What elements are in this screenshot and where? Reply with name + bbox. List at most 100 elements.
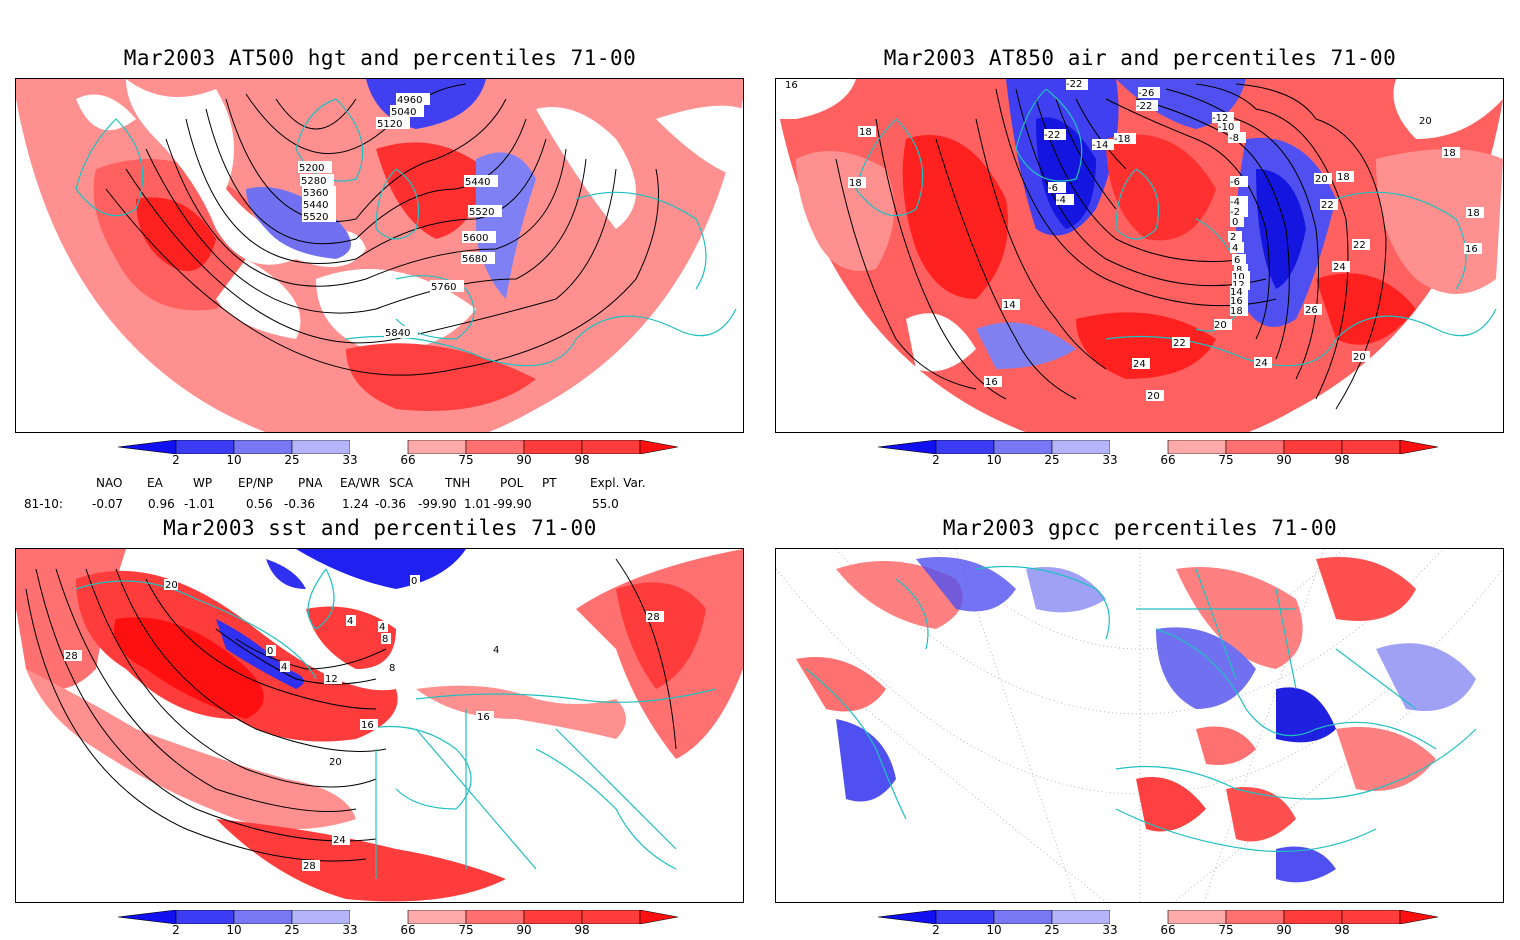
- contour-label: 16: [361, 720, 374, 731]
- colorbar-arrow-high: [639, 440, 678, 454]
- index-value-epnp: 0.56: [246, 497, 273, 511]
- contour-label: -26: [1138, 88, 1154, 99]
- contour-label: 10: [1232, 272, 1245, 283]
- colorbar-arrow-low: [878, 440, 937, 454]
- contour-label: 20: [165, 580, 178, 591]
- index-value-ea: 0.96: [148, 497, 175, 511]
- contour-label: 16: [785, 80, 798, 91]
- contour-label: 14: [1003, 300, 1016, 311]
- colorbar-segment: [1110, 910, 1168, 924]
- contour-label: 5120: [377, 119, 402, 130]
- panel-title-air850: Mar2003 AT850 air and percentiles 71-00: [883, 46, 1397, 70]
- contour-label: 16: [985, 377, 998, 388]
- colorbar-tick-label: 2: [172, 453, 180, 467]
- index-value-sca: -0.36: [375, 497, 407, 511]
- contour-label: 8: [382, 634, 388, 645]
- contour-label: -4: [1056, 195, 1066, 206]
- contour-label: -8: [1229, 133, 1239, 144]
- colorbar-tick-label: 25: [284, 923, 300, 937]
- contour-label: 22: [1353, 240, 1366, 251]
- contour-label: 5040: [391, 107, 416, 118]
- colorbar-segment: [465, 440, 525, 454]
- contour-label: 5600: [463, 233, 488, 244]
- contour-label: 5760: [431, 282, 456, 293]
- map-hgt500: 4960 5040 5120 5200 5280 5360 5440 5520 …: [16, 79, 743, 432]
- graticule: [776, 549, 1503, 902]
- contour-label: 28: [65, 651, 78, 662]
- colorbar-segment: [1051, 440, 1111, 454]
- panel-title-sst: Mar2003 sst and percentiles 71-00: [163, 516, 597, 540]
- map-panel-gpcc: [775, 548, 1504, 903]
- colorbar-segment: [291, 910, 351, 924]
- contour-label: 5440: [465, 177, 490, 188]
- contour-label: -6: [1230, 177, 1240, 188]
- colorbar-segment: [407, 910, 467, 924]
- colorbar-tick-label: 66: [1160, 923, 1176, 937]
- colorbar-tick-label: 90: [516, 453, 532, 467]
- index-header-pt: PT: [542, 476, 557, 490]
- contour-label: 14: [1230, 287, 1243, 298]
- contour-label: 24: [1133, 359, 1146, 370]
- colorbar-hgt500: 2 10 25 33 66 75 90 98: [118, 440, 678, 470]
- index-header-pna: PNA: [298, 476, 323, 490]
- coastlines: [855, 88, 1497, 367]
- contour-label: -10: [1218, 122, 1234, 133]
- colorbar-tick-label: 33: [342, 453, 358, 467]
- colorbar-tick-label: 75: [1218, 923, 1234, 937]
- index-header-nao: NAO: [96, 476, 123, 490]
- colorbar-segment: [350, 910, 408, 924]
- colorbar-tick-label: 10: [226, 453, 242, 467]
- contour-label: 20: [1147, 391, 1160, 402]
- index-header-sca: SCA: [389, 476, 414, 490]
- colorbar-segment: [1167, 910, 1227, 924]
- map-panel-sst: 20 28 0 4 4 4 8 12 16 20 24 28 8 0 16 4 …: [15, 548, 744, 903]
- colorbar-gpcc: 2 10 25 33 66 75 90 98: [878, 910, 1438, 940]
- colorbar-tick-label: 90: [1276, 453, 1292, 467]
- colorbar-tick-label: 98: [574, 923, 590, 937]
- contour-label: -14: [1092, 140, 1108, 151]
- colorbar-tick-label: 33: [1102, 923, 1118, 937]
- index-value-expl-var: 55.0: [592, 497, 619, 511]
- contour-label: 2: [1230, 232, 1236, 243]
- index-value-pol: 1.01: [464, 497, 491, 511]
- colorbar-sst: 2 10 25 33 66 75 90 98: [118, 910, 678, 940]
- colorbar-segment: [581, 440, 641, 454]
- colorbar-segment: [1225, 440, 1285, 454]
- colorbar-tick-label: 2: [932, 453, 940, 467]
- index-header-epnp: EP/NP: [238, 476, 274, 490]
- colorbar-tick-label: 33: [1102, 453, 1118, 467]
- contour-label: -4: [1230, 197, 1240, 208]
- contour-label: 18: [859, 127, 872, 138]
- contour-label: -2: [1230, 207, 1240, 218]
- contour-label: -22: [1066, 79, 1082, 90]
- colorbar-arrow-low: [878, 910, 937, 924]
- colorbar-segment: [350, 440, 408, 454]
- colorbar-segment: [233, 440, 293, 454]
- contour-label: 4: [1232, 243, 1238, 254]
- colorbar-segment: [1283, 440, 1343, 454]
- colorbar-tick-label: 25: [1044, 453, 1060, 467]
- contour-label: 5520: [469, 207, 494, 218]
- index-value-tnh: -99.90: [418, 497, 457, 511]
- colorbar-segment: [935, 910, 995, 924]
- colorbar-air850: 2 10 25 33 66 75 90 98: [878, 440, 1438, 470]
- colorbar-segment: [935, 440, 995, 454]
- colorbar-tick-label: 75: [1218, 453, 1234, 467]
- contour-label: 22: [1321, 200, 1334, 211]
- contour-label: 0: [1232, 217, 1238, 228]
- contour-label: -6: [1048, 183, 1058, 194]
- colorbar-segment: [1225, 910, 1285, 924]
- contour-label: 20: [1214, 320, 1227, 331]
- contour-label: 8: [1236, 265, 1242, 276]
- contour-label: 0: [411, 576, 417, 587]
- contour-label: 8: [389, 663, 395, 674]
- contour-label: 4: [281, 662, 287, 673]
- contour-label: 16: [1465, 244, 1478, 255]
- colorbar-segment: [1283, 910, 1343, 924]
- index-header-pol: POL: [500, 476, 524, 490]
- colorbar-tick-label: 66: [400, 453, 416, 467]
- map-panel-hgt500: 4960 5040 5120 5200 5280 5360 5440 5520 …: [15, 78, 744, 433]
- index-value-wp: -1.01: [184, 497, 216, 511]
- colorbar-segment: [993, 910, 1053, 924]
- index-row-label: 81-10:: [24, 497, 63, 511]
